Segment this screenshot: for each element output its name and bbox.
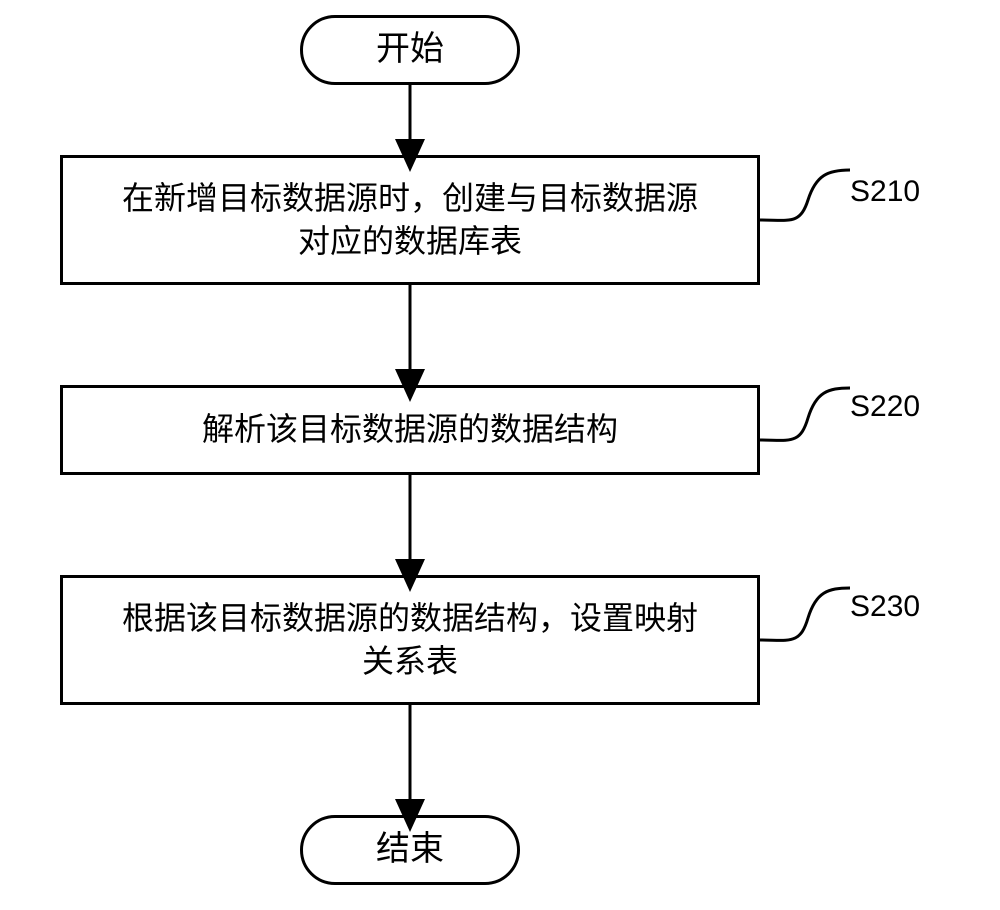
- process-s220-text: 解析该目标数据源的数据结构: [202, 408, 618, 451]
- connector-s220: [760, 388, 850, 440]
- step-label-s220: S220: [850, 390, 920, 424]
- process-s210: 在新增目标数据源时，创建与目标数据源 对应的数据库表: [60, 155, 760, 285]
- process-s210-text: 在新增目标数据源时，创建与目标数据源 对应的数据库表: [122, 177, 698, 263]
- end-label: 结束: [376, 827, 444, 873]
- process-s230-text: 根据该目标数据源的数据结构，设置映射 关系表: [122, 597, 698, 683]
- step-label-s210: S210: [850, 175, 920, 209]
- connector-s210: [760, 170, 850, 220]
- connector-s230: [760, 588, 850, 640]
- process-s230: 根据该目标数据源的数据结构，设置映射 关系表: [60, 575, 760, 705]
- end-node: 结束: [300, 815, 520, 885]
- start-label: 开始: [376, 27, 444, 73]
- process-s220: 解析该目标数据源的数据结构: [60, 385, 760, 475]
- flowchart-canvas: 开始 在新增目标数据源时，创建与目标数据源 对应的数据库表 解析该目标数据源的数…: [0, 0, 1000, 910]
- start-node: 开始: [300, 15, 520, 85]
- step-label-s230: S230: [850, 590, 920, 624]
